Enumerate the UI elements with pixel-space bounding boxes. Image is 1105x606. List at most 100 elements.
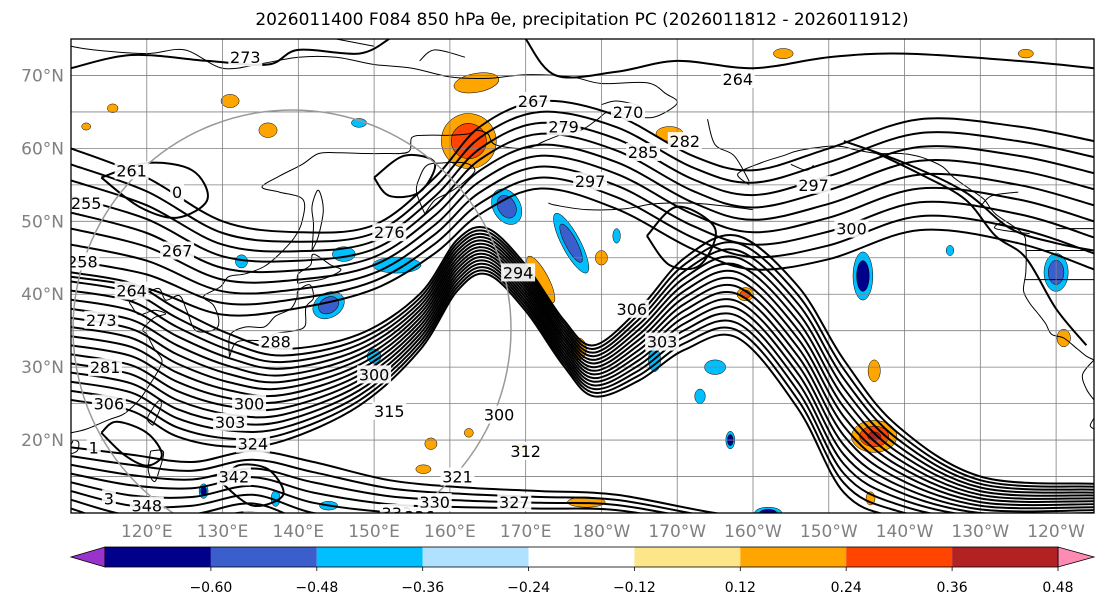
contour-label-bg	[372, 223, 407, 242]
coastline	[707, 119, 750, 182]
precip-pc-shading	[1017, 48, 1034, 59]
latitude-axis: 70°N 60°N 50°N 40°N 30°N 20°N	[21, 67, 64, 452]
contour-label-bg	[213, 412, 248, 431]
theta-e-contour	[71, 262, 960, 513]
theta-e-contour-layer	[71, 39, 1094, 513]
contour-label-bg	[516, 92, 551, 110]
precip-pc-shading	[559, 223, 583, 263]
precip-pc-shading	[464, 428, 474, 438]
precip-pc-shading	[107, 103, 119, 113]
range-ring	[72, 109, 512, 513]
theta-e-contour	[71, 132, 1094, 263]
longitude-axis: 120°E 130°E 140°E 150°E 160°E 170°E 180°W 170°W…	[121, 522, 1085, 542]
theta-e-contour	[221, 463, 285, 507]
contour-label-bg	[216, 467, 251, 486]
contour-label: 306	[94, 395, 125, 414]
contour-label-bg	[160, 241, 195, 260]
colorbar-tick-label: 0.24	[831, 580, 862, 596]
colorbar-tick-label: −0.48	[295, 580, 338, 596]
contour-label-bg	[508, 442, 543, 460]
contour-label-bg	[482, 405, 517, 424]
contour-label: 282	[670, 132, 701, 151]
precip-pc-shading	[694, 388, 706, 404]
contour-label: 261	[116, 161, 147, 180]
map-frame	[70, 38, 1095, 514]
colorbar-swatch	[528, 547, 635, 567]
colorbar-tick-label: −0.24	[507, 580, 550, 596]
lon-tick-label: 120°E	[121, 522, 173, 542]
contour-label: 276	[374, 223, 405, 242]
contour-label-bg	[440, 467, 475, 486]
colorbar-tick-label: 0.48	[1042, 580, 1073, 596]
theta-e-contour	[71, 259, 1094, 513]
theta-e-contour	[373, 153, 437, 199]
theta-e-contour	[71, 472, 645, 513]
contour-label-bg	[129, 496, 164, 513]
contour-label-bg	[84, 310, 119, 329]
colorbar-extend-low	[69, 546, 106, 568]
lat-tick-label: 60°N	[21, 139, 64, 159]
precip-pc-shading	[328, 528, 345, 535]
contour-label: 300	[359, 365, 390, 384]
contour-label-bg	[614, 299, 649, 318]
lat-tick-label: 30°N	[21, 358, 64, 378]
contour-label: 333	[382, 504, 413, 523]
contour-label-bg	[243, 511, 278, 513]
contour-label-bg	[91, 394, 126, 413]
contour-label-bg	[667, 132, 702, 151]
contour-label: 297	[575, 172, 606, 191]
contour-label: 273	[86, 311, 117, 330]
map-content: 273 267 270 264 279 285 282 261 255 258 267 264 276 2…	[71, 39, 1094, 535]
theta-e-contour	[71, 455, 696, 513]
contour-label-bg	[402, 507, 437, 513]
lon-tick-label: 150°W	[800, 522, 858, 542]
precip-pc-shading	[773, 48, 794, 59]
lon-tick-label: 180°W	[573, 522, 631, 542]
lon-tick-label: 150°E	[348, 522, 400, 542]
theta-e-contour	[71, 446, 722, 513]
lon-tick-label: 160°W	[724, 522, 782, 542]
theta-e-contour	[843, 140, 1094, 252]
coastline	[419, 49, 466, 62]
contour-label: 336	[404, 508, 435, 527]
contour-label-bg	[170, 183, 185, 202]
coastline	[737, 145, 1094, 361]
contour-label: 270	[613, 103, 644, 122]
contour-label: 315	[374, 402, 405, 421]
contour-label: 267	[518, 92, 549, 111]
contour-label: 273	[230, 48, 261, 67]
lat-tick-label: 20°N	[21, 431, 64, 451]
colorbar-tick-label: −0.60	[189, 580, 232, 596]
lon-tick-label: 140°W	[876, 522, 934, 542]
precip-pc-shading	[81, 122, 91, 131]
lon-tick-label: 130°E	[197, 522, 249, 542]
contour-label: 1	[89, 438, 99, 457]
contour-label: 336	[245, 511, 276, 530]
contour-label-bg	[796, 175, 831, 194]
coastline	[71, 439, 80, 455]
theta-e-contour	[71, 187, 1094, 317]
contour-label-bg	[546, 117, 581, 136]
colorbar-swatch	[634, 547, 741, 567]
contour-label-bg	[258, 332, 293, 351]
coastline	[979, 191, 1019, 208]
colorbar-extend-high	[1057, 546, 1096, 568]
contour-label-bg	[573, 172, 608, 191]
contour-label: 327	[499, 493, 530, 512]
contour-label-bg	[497, 493, 532, 512]
contour-label: 300	[836, 220, 867, 239]
theta-e-contour	[71, 236, 1094, 494]
contour-label: 312	[510, 442, 541, 461]
theta-e-contour	[71, 463, 672, 513]
contour-label: 264	[723, 70, 754, 89]
contour-label-bg	[114, 281, 149, 300]
contour-label-bg	[372, 401, 407, 420]
colorbar-tick-label: −0.12	[613, 580, 656, 596]
colorbar-swatch	[316, 547, 423, 567]
precip-pc-shading	[220, 94, 240, 108]
contour-label: 267	[162, 242, 193, 261]
contour-label-bg	[235, 434, 270, 453]
contour-label: 285	[628, 143, 659, 162]
coastline	[296, 253, 342, 284]
